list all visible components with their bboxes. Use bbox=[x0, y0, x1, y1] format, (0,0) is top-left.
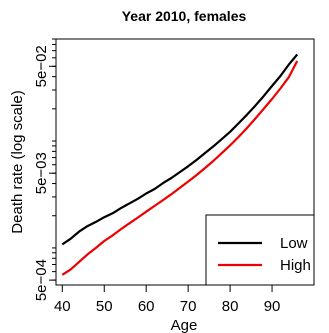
plot-frame bbox=[55, 38, 315, 286]
y-tick-label: 5e−02 bbox=[33, 45, 50, 87]
y-tick-label: 5e−04 bbox=[33, 259, 50, 301]
legend-box bbox=[205, 214, 315, 286]
y-axis-label: Death rate (log scale) bbox=[9, 90, 26, 233]
x-tick-label: 90 bbox=[264, 298, 281, 315]
series-lines bbox=[61, 53, 299, 276]
x-axis-label: Age bbox=[171, 317, 198, 333]
x-tick-label: 80 bbox=[222, 298, 239, 315]
x-tick-label: 50 bbox=[96, 298, 113, 315]
x-tick-label: 70 bbox=[180, 298, 197, 315]
x-tick-label: 60 bbox=[138, 298, 155, 315]
chart-title: Year 2010, females bbox=[122, 8, 247, 24]
series-line-low bbox=[61, 53, 299, 246]
y-axis: 5e−04 5e−03 5e−02 bbox=[33, 38, 56, 301]
legend-label-high: High bbox=[280, 257, 311, 274]
series-line-high bbox=[61, 60, 299, 276]
legend-label-low: Low bbox=[280, 235, 308, 252]
x-tick-label: 40 bbox=[54, 298, 71, 315]
legend: Low High bbox=[205, 214, 315, 286]
x-axis: 40 50 60 70 80 90 bbox=[54, 285, 280, 315]
y-tick-label: 5e−03 bbox=[33, 152, 50, 194]
